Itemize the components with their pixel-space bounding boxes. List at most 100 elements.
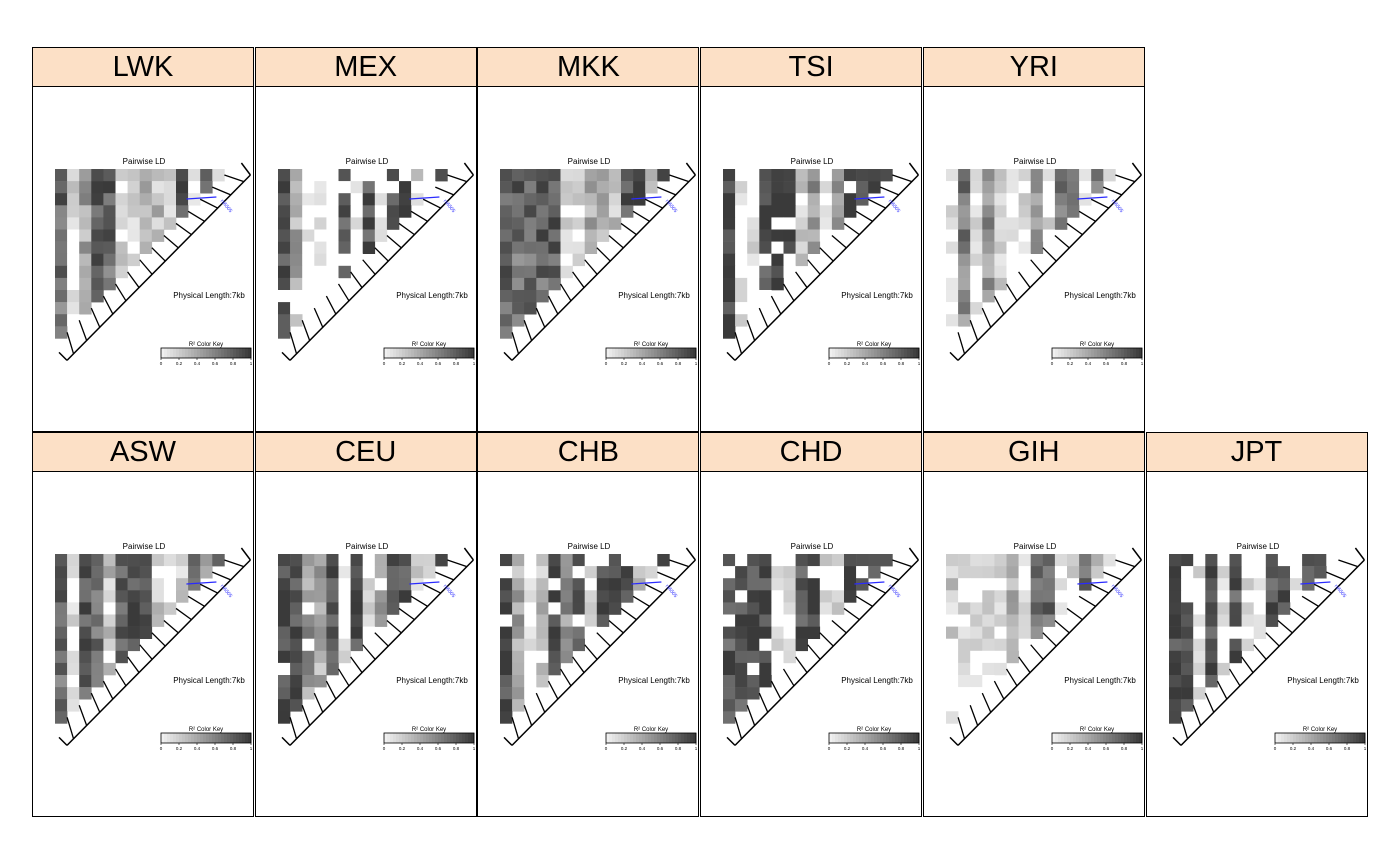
ld-cell xyxy=(723,193,736,206)
ld-cell xyxy=(536,290,550,303)
color-key-tick-label: 0.2 xyxy=(399,361,406,366)
ld-cell xyxy=(969,217,983,230)
ld-cell xyxy=(1030,217,1043,230)
ld-cell xyxy=(747,265,760,279)
color-key-step xyxy=(413,348,418,358)
panel-yri: YRI Pairwise LD rs6505 Physical Length:7kb R… xyxy=(922,47,1145,432)
ld-cell xyxy=(1229,614,1242,628)
ld-cell xyxy=(313,217,327,230)
ld-cell xyxy=(55,602,68,616)
ld-cell xyxy=(856,578,869,591)
ld-cell xyxy=(67,277,80,291)
ld-cell xyxy=(289,314,303,327)
ld-cell xyxy=(91,602,104,616)
color-key-step xyxy=(458,733,463,744)
ld-cell xyxy=(374,566,387,579)
ld-cell xyxy=(536,578,550,591)
ld-cell xyxy=(982,626,995,640)
snp-tick xyxy=(1264,632,1280,647)
color-key-step xyxy=(233,733,237,744)
ld-cell xyxy=(512,602,525,616)
ld-cell xyxy=(512,241,525,254)
ld-cell xyxy=(759,265,772,279)
ld-cell xyxy=(350,602,363,616)
color-key-step xyxy=(1063,348,1068,358)
color-key-step xyxy=(395,348,400,358)
ld-cell xyxy=(1066,578,1080,591)
ld-cell xyxy=(127,554,140,567)
color-key-step xyxy=(1084,348,1089,358)
ld-cell xyxy=(723,326,736,339)
ld-cell xyxy=(91,626,104,640)
color-key-step xyxy=(672,348,676,358)
ld-cell xyxy=(560,169,574,182)
ld-cell xyxy=(1241,566,1254,579)
color-key-step xyxy=(1087,733,1092,744)
ld-cell xyxy=(1054,169,1068,182)
ld-cell xyxy=(957,626,971,640)
ld-cell xyxy=(969,614,983,628)
ld-cell xyxy=(735,566,748,579)
color-key-step xyxy=(188,348,192,358)
ld-cell xyxy=(151,193,165,206)
ld-cell xyxy=(362,193,375,206)
color-key-step xyxy=(1343,733,1347,744)
ld-cell xyxy=(338,614,351,628)
color-key-step xyxy=(892,733,896,744)
color-key-step xyxy=(901,733,905,744)
ld-plot-title: Pairwise LD xyxy=(568,542,611,551)
ld-cell xyxy=(313,675,327,688)
ld-cell xyxy=(735,253,748,267)
ld-cell xyxy=(79,181,92,194)
ld-cell xyxy=(55,302,68,315)
ld-cell xyxy=(301,578,315,591)
ld-cell xyxy=(560,181,574,194)
ld-cells xyxy=(55,554,225,724)
color-key-step xyxy=(910,733,914,744)
ld-cell xyxy=(1006,241,1019,254)
ld-cell xyxy=(945,651,959,664)
ld-cell xyxy=(1054,217,1068,230)
ld-cell xyxy=(536,205,550,218)
ld-cell xyxy=(115,651,128,664)
ld-cell xyxy=(856,181,869,194)
ld-cell xyxy=(807,193,821,206)
color-key-step xyxy=(464,348,469,358)
ld-cell xyxy=(957,302,971,315)
color-key-step xyxy=(185,733,189,744)
color-key-step xyxy=(675,348,679,358)
snp-tick xyxy=(783,283,795,302)
ld-cell xyxy=(103,651,116,664)
axis-end-tick xyxy=(1131,547,1142,561)
ld-cell xyxy=(759,554,772,567)
ld-cell xyxy=(597,554,610,567)
color-key-step xyxy=(886,348,890,358)
ld-cell xyxy=(945,241,959,254)
ld-cell xyxy=(326,590,339,603)
ld-cell xyxy=(795,614,809,628)
panel-chb: CHB Pairwise LD rs6505 Physical Length:7kb R… xyxy=(477,432,700,818)
snp-marker-line xyxy=(1077,581,1108,585)
ld-cell xyxy=(1018,205,1031,218)
color-key-step xyxy=(419,348,424,358)
ld-cell xyxy=(301,566,315,579)
snp-tick xyxy=(1325,571,1345,581)
snp-tick xyxy=(410,210,428,222)
ld-cell xyxy=(759,675,772,688)
color-key-step xyxy=(1319,733,1323,744)
ld-cell xyxy=(326,229,339,242)
color-key-step xyxy=(212,348,216,358)
ld-cell xyxy=(957,217,971,230)
ld-cell xyxy=(500,326,513,339)
ld-cell xyxy=(338,554,351,567)
ld-cell xyxy=(338,217,351,230)
ld-cell xyxy=(151,554,165,567)
ld-cell xyxy=(91,578,104,591)
color-key-step xyxy=(645,348,649,358)
ld-cell xyxy=(277,277,291,291)
ld-cell xyxy=(313,602,327,616)
ld-cell xyxy=(326,626,339,640)
ld-cell xyxy=(807,554,821,567)
ld-cell xyxy=(277,554,291,567)
